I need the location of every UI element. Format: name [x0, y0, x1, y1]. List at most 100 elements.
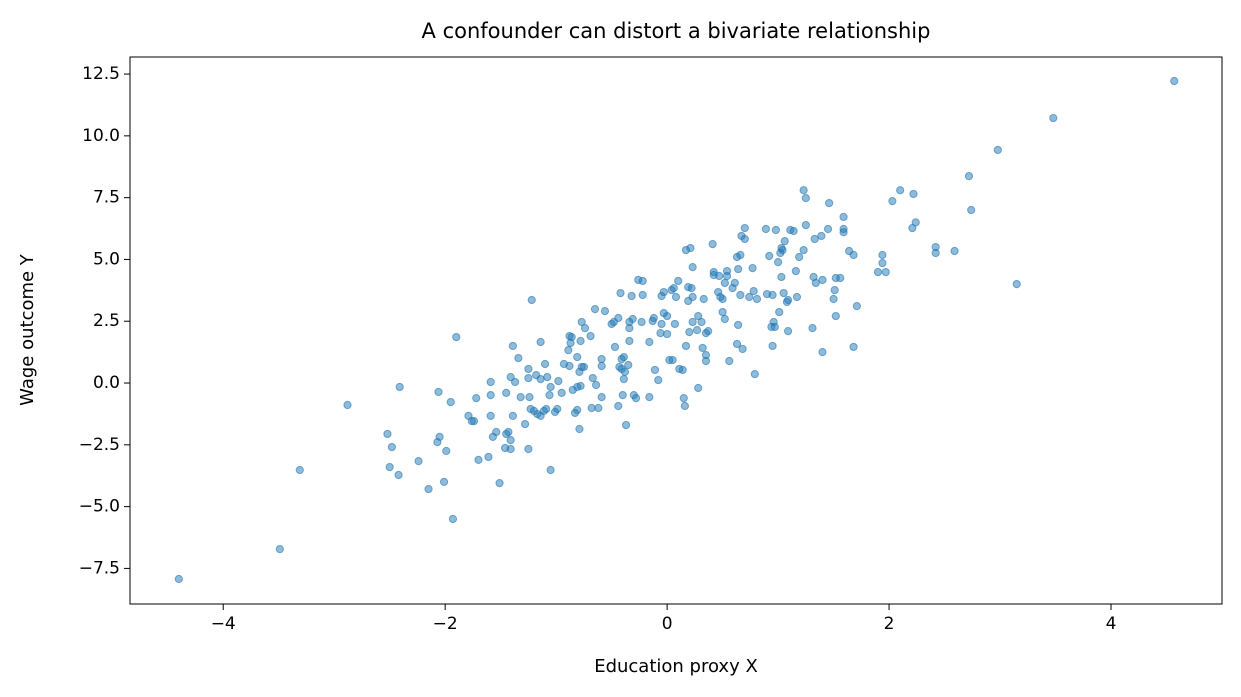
point [627, 291, 636, 301]
point [720, 314, 729, 324]
point [532, 371, 541, 380]
x-axis-label: Education proxy X [594, 656, 758, 677]
point [448, 514, 458, 524]
point [896, 186, 905, 195]
point [543, 372, 552, 382]
point [295, 465, 304, 475]
point [780, 237, 789, 246]
point [464, 411, 473, 420]
point [782, 297, 792, 307]
point [776, 248, 785, 258]
point [525, 393, 534, 402]
point [587, 403, 596, 413]
point [679, 394, 688, 403]
point [829, 294, 838, 304]
point [684, 283, 693, 292]
point [817, 231, 826, 241]
point [588, 373, 597, 383]
point [576, 336, 585, 346]
point [783, 327, 793, 336]
point [594, 403, 603, 413]
point [486, 411, 495, 420]
point [831, 273, 840, 283]
point [779, 288, 788, 298]
point [617, 364, 626, 374]
point [385, 462, 394, 472]
point [964, 172, 974, 181]
y-tick-label: −7.5 [79, 558, 120, 578]
point [799, 245, 808, 255]
point [908, 223, 917, 233]
point [698, 343, 707, 353]
point [554, 376, 563, 386]
point [614, 401, 623, 411]
point [394, 470, 403, 480]
point [654, 375, 663, 385]
point [597, 393, 606, 402]
point [681, 245, 691, 255]
point [667, 285, 676, 295]
point [692, 326, 702, 335]
point [524, 373, 533, 383]
point [684, 296, 693, 306]
point [546, 465, 555, 475]
point [839, 224, 848, 234]
point [771, 225, 780, 235]
point [685, 328, 694, 337]
x-tick-label: 2 [884, 614, 895, 634]
point [586, 331, 595, 341]
point [575, 424, 584, 434]
point [688, 317, 697, 327]
point [434, 387, 443, 397]
point [680, 401, 689, 411]
point [749, 286, 758, 296]
point [830, 285, 839, 295]
point [950, 246, 959, 256]
point [634, 275, 643, 285]
point [506, 372, 515, 382]
point [810, 234, 819, 244]
point [737, 231, 746, 241]
point [734, 264, 743, 274]
point [888, 197, 897, 206]
point [446, 397, 455, 407]
x-tick-label: 0 [662, 614, 673, 634]
point [452, 332, 461, 342]
point [734, 320, 743, 330]
point [645, 393, 654, 402]
plot-frame [129, 56, 1223, 605]
point [665, 355, 674, 365]
point [545, 391, 554, 400]
point [694, 311, 703, 321]
point [575, 367, 584, 377]
point [621, 420, 631, 430]
point [674, 276, 683, 286]
point [809, 272, 818, 282]
point [600, 306, 610, 316]
point [681, 341, 691, 351]
point [762, 289, 772, 299]
chart-title: A confounder can distort a bivariate rel… [422, 19, 931, 43]
point [909, 189, 918, 199]
point [839, 212, 848, 222]
point [433, 437, 442, 447]
point [424, 484, 433, 494]
point [565, 331, 574, 341]
point [624, 360, 633, 370]
point [770, 322, 779, 332]
point [849, 342, 858, 352]
point [550, 407, 560, 417]
point [823, 224, 833, 234]
point [616, 288, 625, 298]
point [1012, 280, 1021, 289]
point [536, 337, 545, 347]
point [878, 259, 887, 268]
point [516, 393, 525, 402]
point [502, 429, 511, 439]
point [610, 342, 620, 352]
point [564, 346, 573, 355]
y-tick-label: 7.5 [93, 188, 120, 208]
point [638, 290, 647, 300]
point [557, 388, 566, 398]
point [174, 574, 183, 584]
